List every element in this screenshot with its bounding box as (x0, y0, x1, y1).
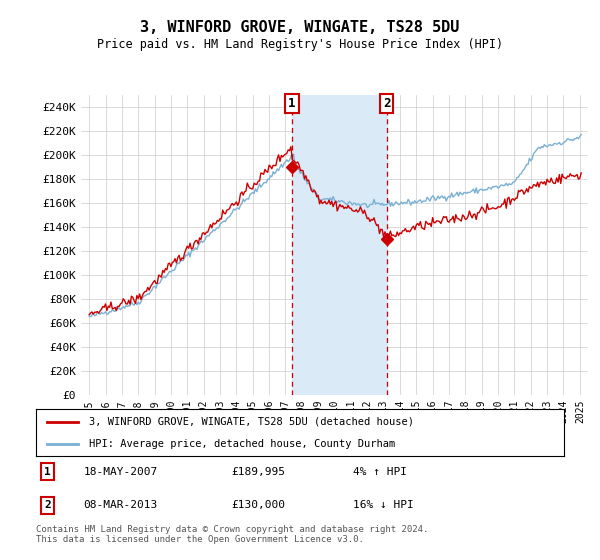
Text: £189,995: £189,995 (232, 466, 286, 477)
Text: HPI: Average price, detached house, County Durham: HPI: Average price, detached house, Coun… (89, 438, 395, 449)
Text: 3, WINFORD GROVE, WINGATE, TS28 5DU (detached house): 3, WINFORD GROVE, WINGATE, TS28 5DU (det… (89, 417, 414, 427)
Text: £130,000: £130,000 (232, 500, 286, 510)
Text: 16% ↓ HPI: 16% ↓ HPI (353, 500, 413, 510)
Text: Price paid vs. HM Land Registry's House Price Index (HPI): Price paid vs. HM Land Registry's House … (97, 38, 503, 50)
Text: 3, WINFORD GROVE, WINGATE, TS28 5DU: 3, WINFORD GROVE, WINGATE, TS28 5DU (140, 20, 460, 35)
Text: 2: 2 (383, 97, 390, 110)
Text: 2: 2 (44, 500, 51, 510)
Bar (292, 95, 386, 395)
Text: 18-MAY-2007: 18-MAY-2007 (83, 466, 158, 477)
Text: 4% ↑ HPI: 4% ↑ HPI (353, 466, 407, 477)
Text: 1: 1 (288, 97, 295, 110)
Text: 1: 1 (44, 466, 51, 477)
Text: Contains HM Land Registry data © Crown copyright and database right 2024.
This d: Contains HM Land Registry data © Crown c… (36, 525, 428, 544)
Text: 08-MAR-2013: 08-MAR-2013 (83, 500, 158, 510)
